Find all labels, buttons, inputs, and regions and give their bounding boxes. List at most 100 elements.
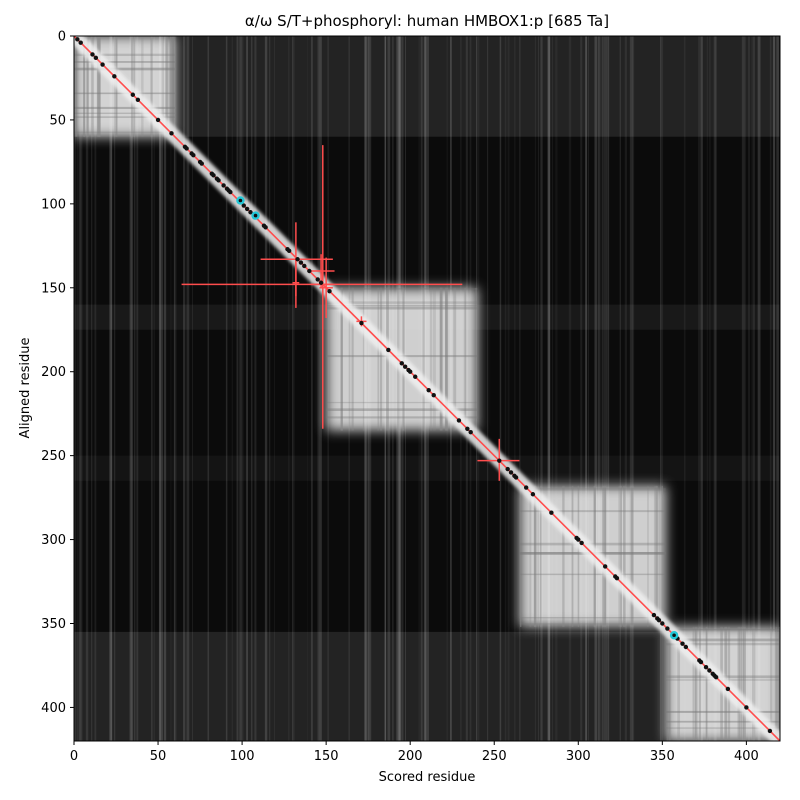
y-tick-label: 350 xyxy=(41,617,66,632)
heatmap-streak xyxy=(606,36,610,741)
x-tick-label: 300 xyxy=(566,749,591,764)
highlight-point-center xyxy=(253,213,258,218)
error-bar xyxy=(319,257,333,318)
bright-block-streak xyxy=(98,36,101,137)
y-axis-ticks: 0 50 100 150 200 250 300 350 400 xyxy=(41,30,74,716)
scatter-point xyxy=(169,131,174,136)
heatmap-streak xyxy=(714,36,717,741)
scatter-point xyxy=(665,626,670,631)
scatter-point xyxy=(318,280,324,285)
bright-block-streak xyxy=(326,416,478,419)
bright-block-streak xyxy=(439,287,443,431)
bright-block-streak xyxy=(348,287,351,431)
bright-block-streak xyxy=(326,301,478,304)
bright-block-streak xyxy=(623,485,626,627)
heatmap-streak xyxy=(183,36,186,741)
heatmap-streak xyxy=(175,36,177,741)
bright-block-streak xyxy=(74,53,175,57)
bright-block-streak xyxy=(99,36,101,137)
bright-block-streak xyxy=(533,485,537,627)
bright-block-streak xyxy=(326,408,478,411)
x-tick-label: 150 xyxy=(314,749,339,764)
scatter-point xyxy=(407,369,413,374)
heatmap-streak xyxy=(538,36,539,741)
bright-block-streak xyxy=(519,488,666,491)
bright-block-streak xyxy=(432,287,436,431)
bright-block-streak xyxy=(340,287,343,431)
heatmap-streak xyxy=(547,36,551,741)
heatmap-streak xyxy=(159,36,161,741)
scatter-point xyxy=(75,37,80,42)
scatter-point xyxy=(386,347,391,353)
bright-block-streak xyxy=(169,36,172,137)
heatmap-streak xyxy=(597,36,600,741)
bright-block-streak xyxy=(537,485,539,627)
heatmap-streak xyxy=(743,36,746,741)
bright-block-streak xyxy=(445,287,448,431)
scatter-point xyxy=(327,288,332,294)
bright-block-streak xyxy=(666,626,669,741)
bright-block-streak xyxy=(351,287,354,431)
heatmap-streak xyxy=(603,36,607,741)
heatmap-streak xyxy=(137,36,139,741)
scatter-point xyxy=(286,248,292,254)
scatter-point xyxy=(244,206,250,212)
scatter-point xyxy=(302,263,307,269)
heatmap-streak xyxy=(239,36,243,741)
heatmap-streak xyxy=(619,36,622,741)
bright-block-streak xyxy=(74,106,175,109)
heatmap-streak xyxy=(91,36,93,741)
bright-block-streak xyxy=(661,485,663,627)
heatmap-streak xyxy=(292,36,295,741)
bright-block-streak xyxy=(668,626,672,741)
bright-block-streak xyxy=(74,61,175,63)
bright-block-streak xyxy=(539,485,542,627)
bright-block-streak xyxy=(97,36,99,137)
bright-block-streak xyxy=(631,485,634,627)
heatmap-streak xyxy=(748,36,750,741)
scatter-point xyxy=(549,510,554,515)
bright-block-streak xyxy=(778,626,780,741)
heatmap-streak xyxy=(173,36,176,741)
heatmap-streak xyxy=(551,36,553,741)
bright-block-streak xyxy=(463,287,466,431)
heatmap-streak xyxy=(701,36,703,741)
heatmap-streak xyxy=(85,36,89,741)
scatter-point xyxy=(399,361,404,366)
bright-block-streak xyxy=(519,573,666,576)
bright-block-streak xyxy=(743,626,746,741)
heatmap-band xyxy=(74,455,780,481)
scatter-point xyxy=(228,189,233,195)
heatmap-streak xyxy=(519,36,521,741)
heatmap-streak xyxy=(307,36,308,741)
heatmap-streak xyxy=(476,36,480,741)
bright-block-streak xyxy=(519,510,666,513)
scatter-point xyxy=(315,277,320,282)
bright-block-streak xyxy=(453,287,457,431)
heatmap-streak xyxy=(580,36,583,741)
x-tick-label: 0 xyxy=(70,749,78,764)
scatter-point xyxy=(248,210,253,215)
heatmap-streak xyxy=(129,36,133,741)
scatter-point xyxy=(465,426,470,431)
chart-title: α/ω S/T+phosphoryl: human HMBOX1:p [685 … xyxy=(245,12,609,30)
bright-block-streak xyxy=(775,626,778,741)
heatmap-streak xyxy=(514,36,516,741)
bright-block-streak xyxy=(83,36,86,137)
scatter-point xyxy=(298,260,304,265)
y-tick-label: 50 xyxy=(49,113,66,128)
scatter-point xyxy=(100,62,105,67)
bright-block-streak xyxy=(171,36,175,137)
bright-block-streak xyxy=(737,626,741,741)
scatter-point xyxy=(307,268,312,274)
bright-block-streak xyxy=(83,36,86,137)
bright-block-streak xyxy=(665,642,780,646)
scatter-point xyxy=(680,641,685,646)
heatmap-streak xyxy=(254,36,257,741)
heatmap-streak xyxy=(585,36,588,741)
scatter-point xyxy=(456,418,462,423)
bright-block-streak xyxy=(87,36,89,137)
scatter-point xyxy=(707,668,712,673)
y-tick-label: 100 xyxy=(41,197,66,212)
